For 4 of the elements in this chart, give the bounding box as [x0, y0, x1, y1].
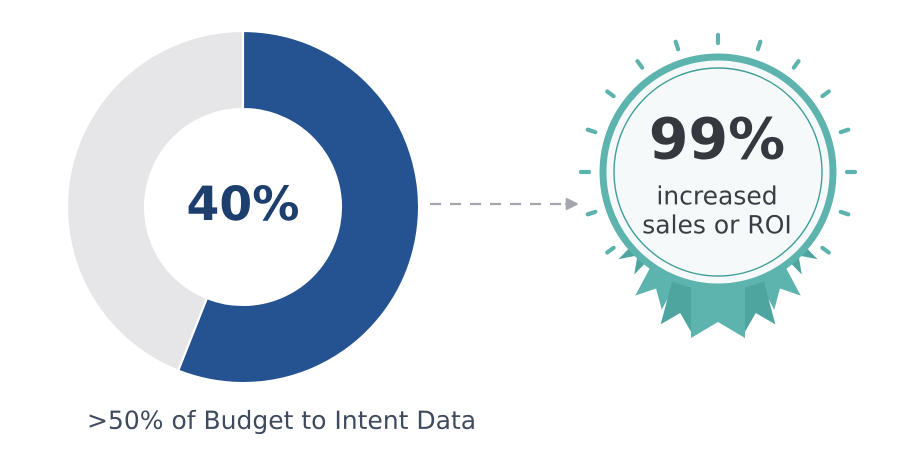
text: >50% of Budget to Intent Data — [90, 410, 474, 434]
text: 40% — [188, 184, 298, 221]
text: increased sales or ROI — [644, 185, 790, 234]
text: 99% — [652, 116, 784, 160]
